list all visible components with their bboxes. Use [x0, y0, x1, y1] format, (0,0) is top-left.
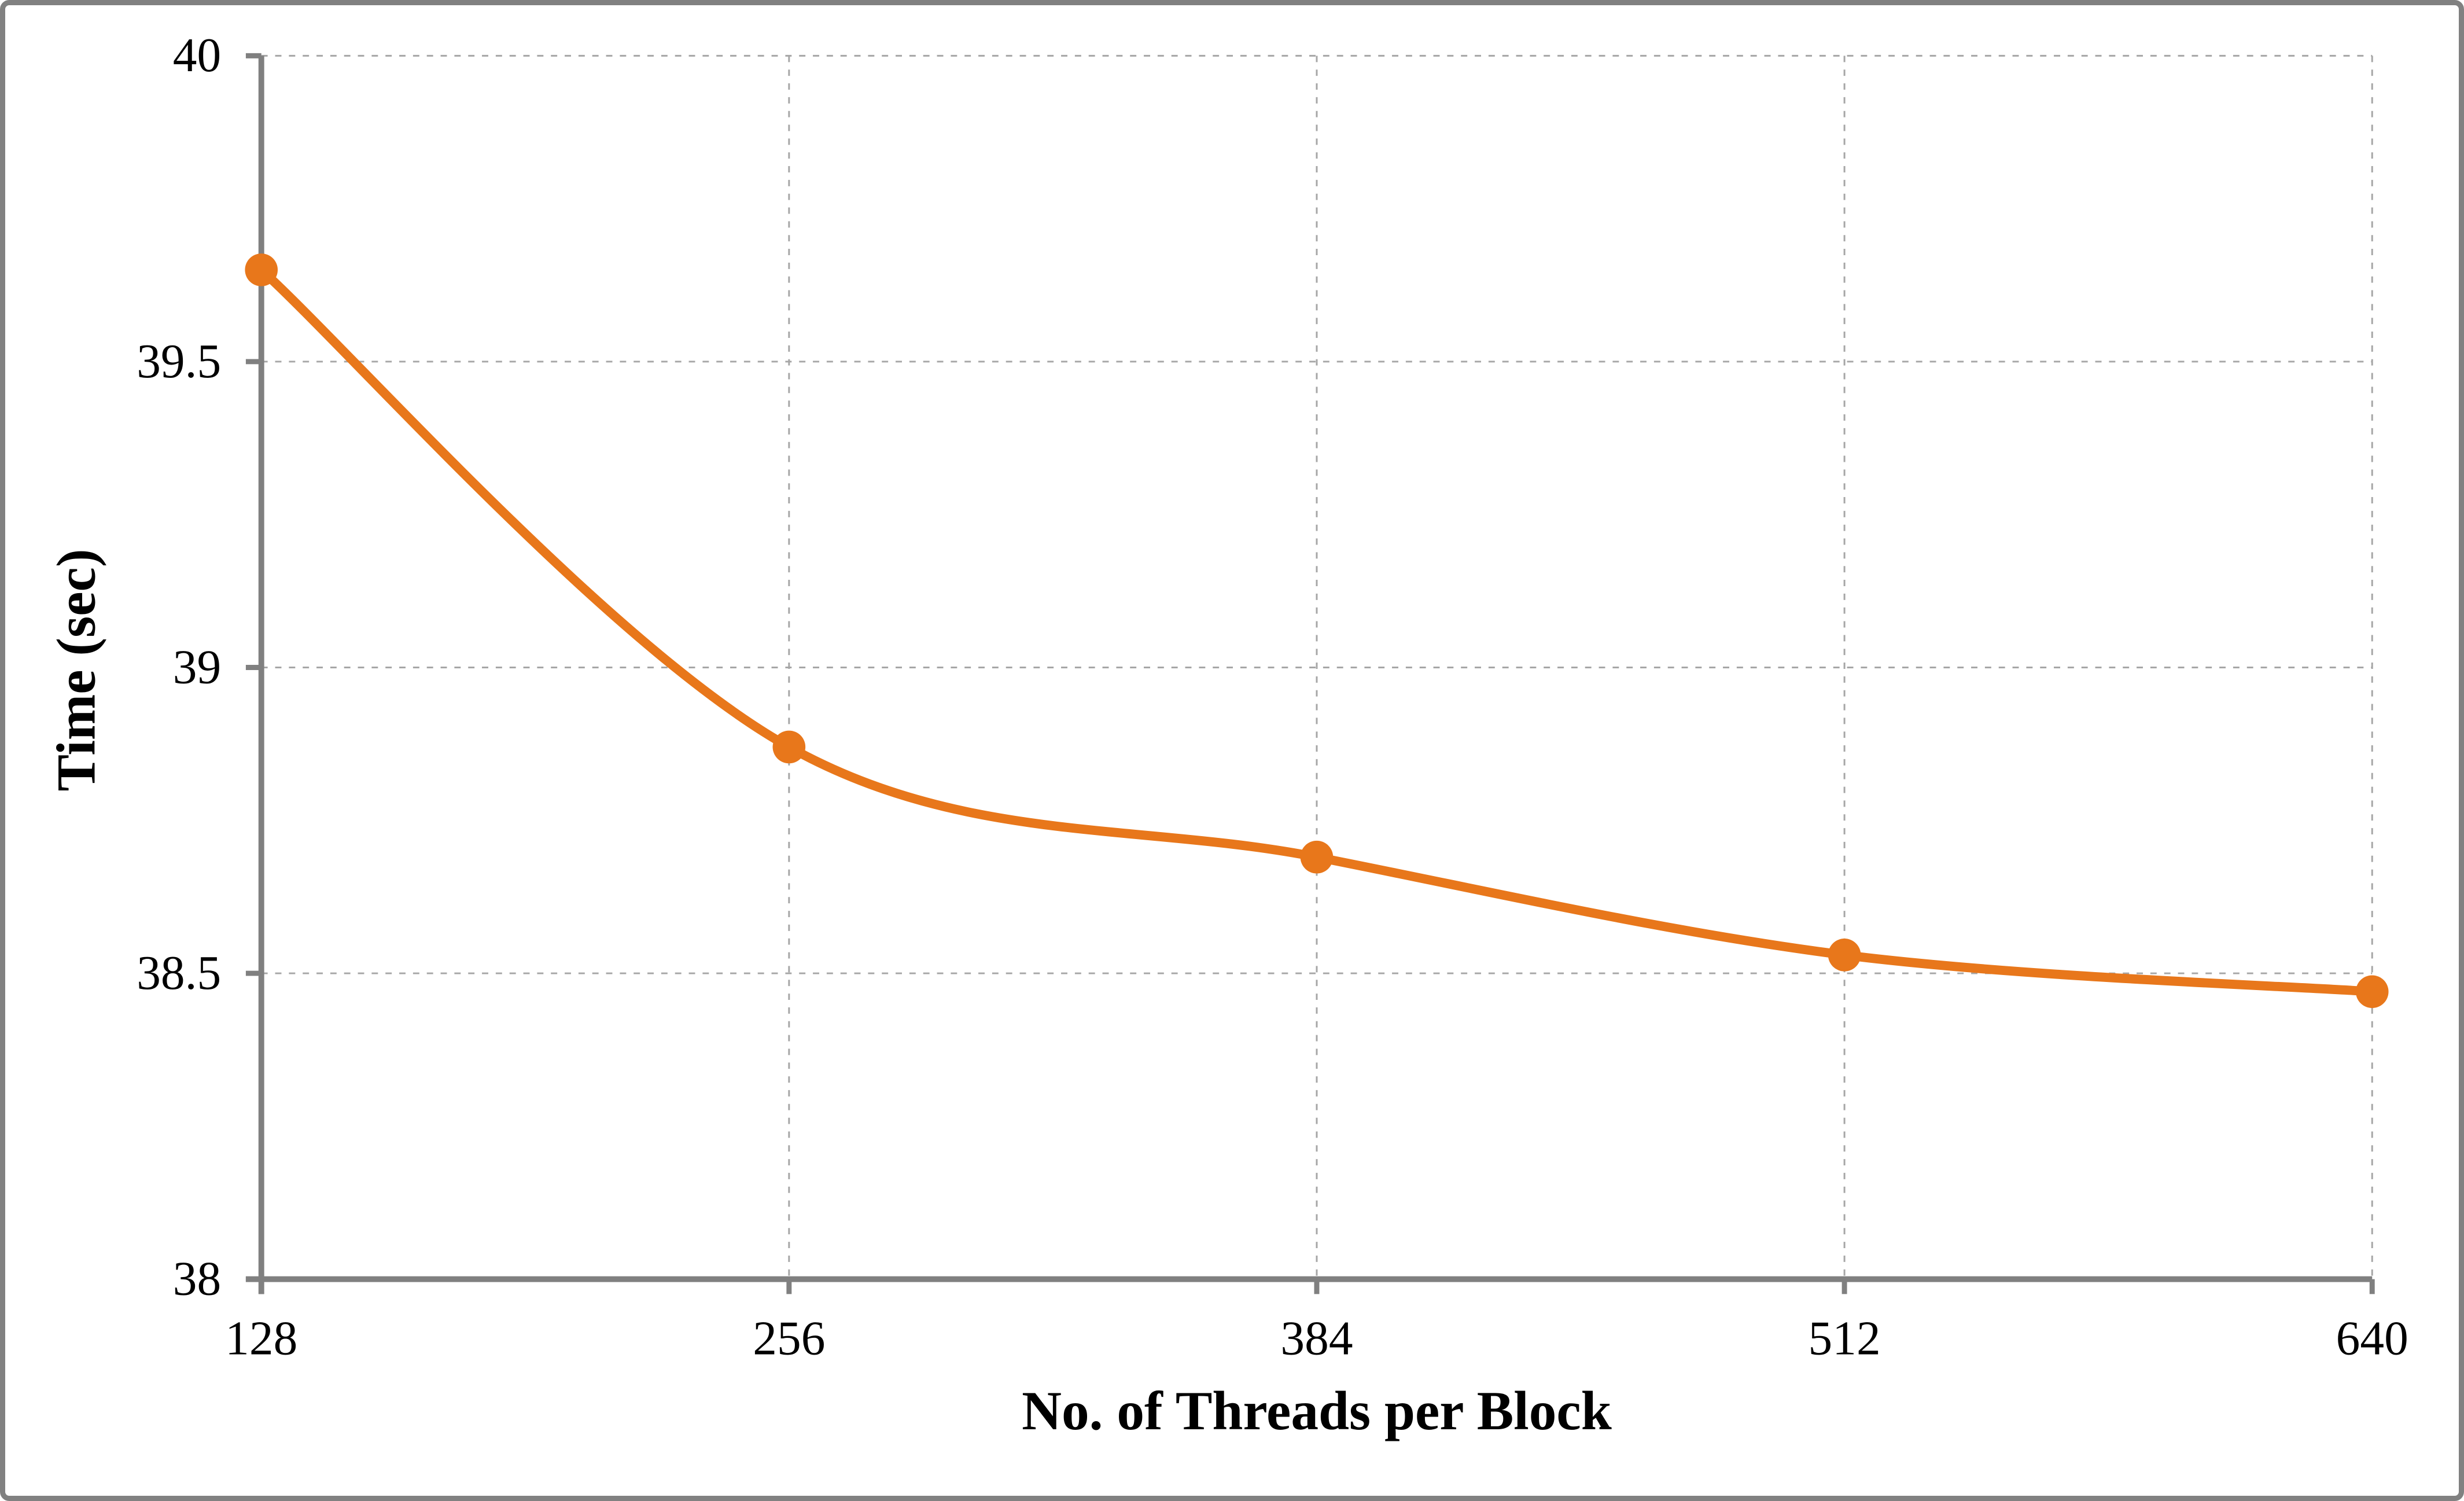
- y-tick-label: 38.5: [137, 947, 221, 1000]
- tick-marks: [245, 53, 2375, 1294]
- data-point-marker: [1828, 939, 1861, 972]
- x-tick-label: 512: [1809, 1312, 1881, 1366]
- data-point-marker: [1300, 840, 1334, 874]
- y-tick-label: 39: [173, 641, 221, 694]
- axes: [245, 56, 2373, 1294]
- x-axis-title: No. of Threads per Block: [1022, 1380, 1612, 1441]
- data-point-marker: [772, 730, 806, 764]
- data-point-marker: [245, 253, 278, 286]
- series-time: [245, 253, 2389, 1009]
- x-tick-label: 384: [1280, 1312, 1353, 1366]
- x-tick-label: 256: [753, 1312, 825, 1366]
- gridlines: [261, 54, 2373, 1279]
- y-tick-label: 40: [173, 29, 221, 82]
- y-tick-label: 38: [173, 1252, 221, 1305]
- x-tick-label: 640: [2336, 1312, 2408, 1366]
- x-tick-label: 128: [225, 1312, 297, 1366]
- y-tick-label: 39.5: [137, 335, 221, 388]
- data-point-marker: [2355, 975, 2389, 1009]
- series-line: [256, 265, 2377, 996]
- y-axis-title: Time (sec): [46, 549, 107, 791]
